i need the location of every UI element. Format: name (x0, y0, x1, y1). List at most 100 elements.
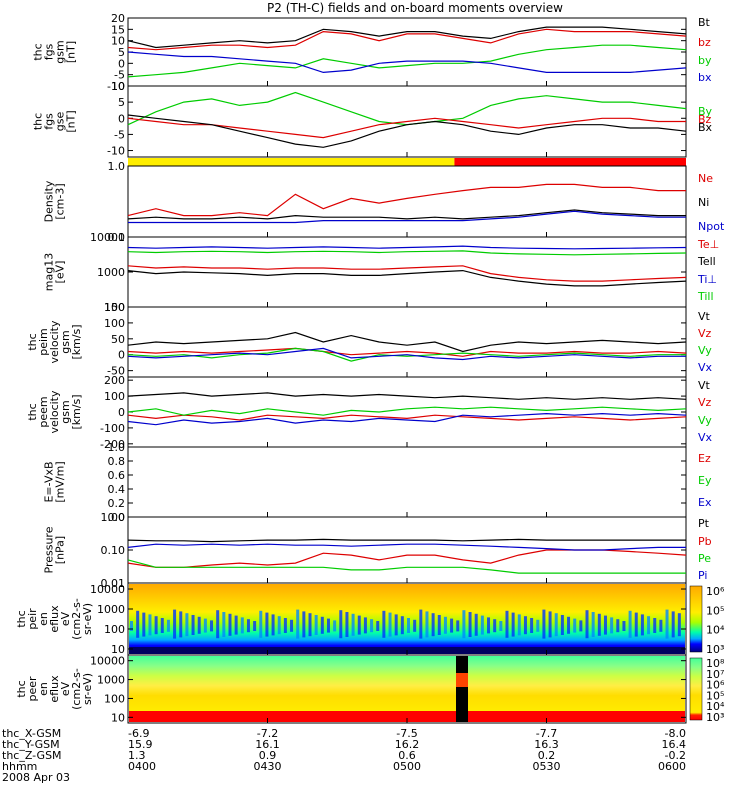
panel-frame (127, 17, 687, 87)
y-axis-label: peir (26, 608, 39, 630)
y-tick-label: 0.10 (101, 544, 126, 557)
series-line-Vx (127, 412, 687, 426)
spectrogram-noise (573, 618, 577, 633)
y-axis-label: [km/s] (70, 394, 83, 429)
series-line-Bx (127, 114, 687, 148)
footer-date: 2008 Apr 03 (2, 771, 70, 784)
spectrogram-noise (603, 615, 607, 635)
spectrogram-noise (271, 614, 275, 636)
spectrogram-noise (160, 618, 164, 633)
spectrogram-noise (283, 618, 287, 633)
y-tick-label: 0.4 (108, 483, 126, 496)
footer-value: 16.4 (662, 738, 687, 751)
y-axis-label: [eV] (54, 261, 67, 284)
spectrogram-noise (222, 612, 226, 637)
y-tick-label: 100 (104, 623, 125, 636)
y-tick-label: 0.1 (108, 231, 126, 244)
y-tick-label: 100 (104, 317, 125, 330)
legend-entry: Vy (698, 344, 712, 357)
colorbar-tick-label: 10⁵ (706, 604, 724, 617)
series-line-Pt (127, 538, 686, 543)
y-tick-label: 100 (104, 301, 125, 314)
legend-entry: Ey (698, 474, 712, 487)
y-tick-label: 150 (104, 301, 125, 314)
legend-entry: Bt (698, 16, 711, 29)
spectrogram-noise (585, 610, 589, 639)
series-line-Vz (127, 347, 687, 357)
legend-entry: Pe (698, 552, 711, 565)
y-tick-label: 5 (118, 46, 125, 59)
footer-value: 0430 (254, 760, 282, 773)
spectrogram-noise (203, 618, 207, 633)
spectrogram-noise (290, 619, 294, 632)
y-axis-label: en (37, 682, 50, 696)
series-line-Pi (127, 543, 686, 551)
spectrogram-noise (345, 612, 349, 637)
footer-value: 0500 (393, 760, 421, 773)
y-axis-label: eV (59, 611, 72, 626)
spectrogram-noise (548, 611, 552, 638)
spectrogram-noise (320, 616, 324, 634)
y-axis-label: [nPa] (54, 536, 67, 564)
y-tick-label: 1000 (97, 266, 125, 279)
spectrogram-noise (591, 612, 595, 637)
spectrogram-noise (634, 612, 638, 637)
spectrogram-noise (677, 613, 681, 637)
y-axis-label: [nT] (65, 41, 78, 63)
colorbar-tick-label: 10⁴ (706, 624, 725, 637)
spectrogram-noise (517, 614, 521, 636)
y-tick-label: 10000 (90, 583, 125, 596)
legend-entry: Ex (698, 496, 712, 509)
panel-efield: 1.00.80.60.40.20.0 E=-VxB[mV/m] Ez Ey Ex (43, 441, 712, 524)
legend-entry: Vz (698, 327, 712, 340)
spectrogram-noise (314, 615, 318, 635)
spectrogram-noise (647, 616, 651, 635)
series-line-Tell (127, 269, 687, 287)
footer-value: 0.9 (259, 749, 277, 762)
y-tick-label: 0 (118, 112, 125, 125)
spectrogram-noise (468, 612, 472, 637)
y-axis-label: sr-eV) (81, 603, 94, 635)
y-axis-label: (cm2-s- (70, 598, 83, 640)
spectrogram-noise (474, 613, 478, 636)
y-axis-label: peem (37, 396, 50, 427)
spectrogram-noise (456, 620, 460, 632)
spectrogram-noise (148, 614, 152, 636)
spectrogram-noise (628, 610, 632, 638)
y-axis-label: sr-eV) (81, 673, 94, 705)
y-tick-label: 100 (104, 692, 125, 705)
footer-value: 1.3 (128, 749, 146, 762)
colorbar-tick-label: 10⁶ (706, 585, 725, 598)
spectrogram-noise (425, 611, 429, 638)
y-axis-label: fgs (43, 43, 56, 60)
y-tick-label: 200 (104, 374, 125, 387)
spectrogram-noise (370, 619, 374, 633)
series-line-Vt (127, 392, 687, 400)
series-line-bx (127, 51, 687, 74)
footer-value: -8.0 (665, 727, 686, 740)
y-tick-label: -100 (100, 422, 125, 435)
legend-entry: Npot (698, 220, 725, 233)
y-tick-label: -10 (107, 145, 125, 158)
spectrogram-noise (376, 621, 380, 631)
y-axis-label: gsm (59, 330, 72, 353)
colorbar-tick-label: 10⁸ (706, 657, 725, 670)
series-line-Ni (127, 209, 686, 220)
spectrogram-noise (640, 614, 644, 636)
y-axis-label: thc (15, 610, 28, 627)
y-axis-label: fgs (43, 113, 56, 130)
spectrogram-noise (610, 617, 614, 634)
spectrogram-noise (388, 612, 392, 637)
panel-peim_velocity: 150100500-50thcpeimvelocitygsm[km/s]VtVz… (26, 301, 713, 378)
spectrogram-noise (597, 613, 601, 636)
spectrogram-noise (487, 617, 491, 634)
colorbar-tick-label: 10⁷ (706, 668, 724, 681)
spectrogram-noise (253, 621, 257, 631)
y-tick-label: 5 (118, 96, 125, 109)
y-axis-label: en (37, 612, 50, 626)
panel-pressure: 1.00 0.10 0.01 Pressure[nPa] Pt Pb Pe Pi (43, 511, 712, 590)
legend-entry: Pi (698, 569, 707, 582)
y-axis-label: thc (15, 680, 28, 697)
y-tick-label: 10000 (90, 655, 125, 668)
